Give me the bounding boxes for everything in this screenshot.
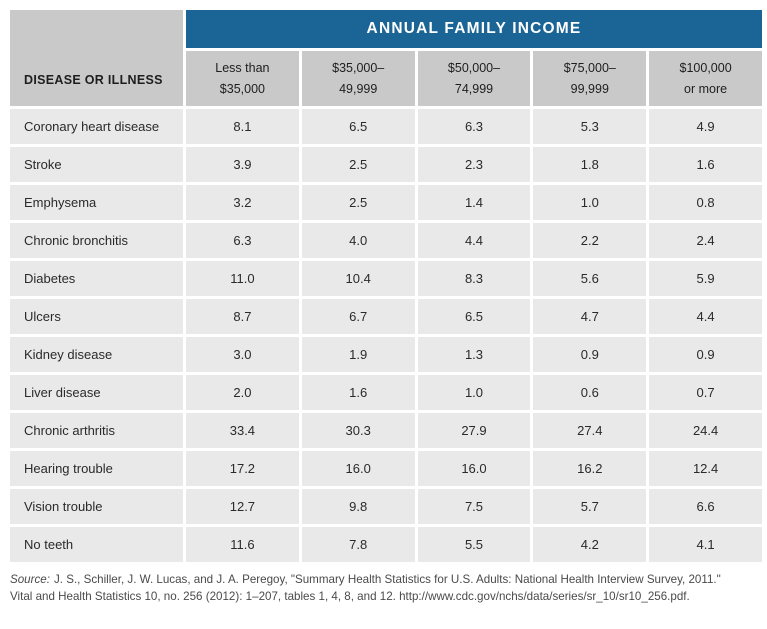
column-header-line: $50,000– xyxy=(447,60,501,75)
table-cell: 24.4 xyxy=(649,413,762,448)
table-cell: 27.4 xyxy=(533,413,647,448)
table-cell: 6.6 xyxy=(649,489,762,524)
table-cell: 0.9 xyxy=(649,337,762,372)
source-text: J. S., Schiller, J. W. Lucas, and J. A. … xyxy=(53,573,721,586)
table-cell: 5.7 xyxy=(533,489,647,524)
table-cell: 2.2 xyxy=(533,223,647,258)
table-cell: 3.0 xyxy=(186,337,299,372)
table-cell: 0.9 xyxy=(533,337,647,372)
row-header-emphysema: Emphysema xyxy=(10,185,183,220)
source-line-2: Vital and Health Statistics 10, no. 256 … xyxy=(10,590,690,604)
table-cell: 1.4 xyxy=(417,185,531,220)
column-header-line: 49,999 xyxy=(339,81,378,96)
source-citation: Source: J. S., Schiller, J. W. Lucas, and… xyxy=(10,571,760,606)
column-header-line: $35,000– xyxy=(332,60,385,75)
table-cell: 3.9 xyxy=(186,147,299,182)
column-header-line: 99,999 xyxy=(570,81,609,96)
table-cell: 4.2 xyxy=(533,527,647,562)
row-header-coronary-heart-disease: Coronary heart disease xyxy=(10,109,183,144)
table-cell: 2.4 xyxy=(649,223,762,258)
column-header-75000-99999: $75,000– 99,999 xyxy=(533,51,647,106)
table-cell: 33.4 xyxy=(186,413,299,448)
table-cell: 16.0 xyxy=(301,451,415,486)
table-cell: 3.2 xyxy=(186,185,299,220)
column-header-line: Less than xyxy=(215,60,270,75)
table-cell: 4.1 xyxy=(649,527,762,562)
table-cell: 0.6 xyxy=(533,375,647,410)
table-cell: 30.3 xyxy=(301,413,415,448)
row-header-liver-disease: Liver disease xyxy=(10,375,183,410)
table-cell: 16.2 xyxy=(533,451,647,486)
table-cell: 5.5 xyxy=(417,527,531,562)
table-cell: 4.9 xyxy=(649,109,762,144)
row-header-diabetes: Diabetes xyxy=(10,261,183,296)
table-cell: 2.3 xyxy=(417,147,531,182)
table-cell: 1.0 xyxy=(417,375,531,410)
table-cell: 12.4 xyxy=(649,451,762,486)
table-cell: 1.8 xyxy=(533,147,647,182)
income-disease-table: DISEASE OR ILLNESS ANNUAL FAMILY INCOME … xyxy=(10,10,762,562)
table-cell: 2.0 xyxy=(186,375,299,410)
row-header-ulcers: Ulcers xyxy=(10,299,183,334)
table-cell: 6.7 xyxy=(301,299,415,334)
table-cell: 5.3 xyxy=(533,109,647,144)
table-cell: 1.3 xyxy=(417,337,531,372)
table-cell: 7.8 xyxy=(301,527,415,562)
source-prefix: Source: xyxy=(10,573,50,586)
table-cell: 8.7 xyxy=(186,299,299,334)
table-cell: 7.5 xyxy=(417,489,531,524)
table-cell: 1.6 xyxy=(649,147,762,182)
table-cell: 4.7 xyxy=(533,299,647,334)
column-header-line: or more xyxy=(684,81,728,96)
table-cell: 5.9 xyxy=(649,261,762,296)
table-cell: 6.3 xyxy=(417,109,531,144)
table-cell: 10.4 xyxy=(301,261,415,296)
table-cell: 4.4 xyxy=(417,223,531,258)
table-cell: 27.9 xyxy=(417,413,531,448)
table-cell: 1.0 xyxy=(533,185,647,220)
table-cell: 16.0 xyxy=(417,451,531,486)
row-header-stroke: Stroke xyxy=(10,147,183,182)
column-header-line: 74,999 xyxy=(454,81,494,96)
table-cell: 5.6 xyxy=(533,261,647,296)
table-title-banner: ANNUAL FAMILY INCOME xyxy=(186,10,762,48)
table-cell: 2.5 xyxy=(301,185,415,220)
table-cell: 4.4 xyxy=(649,299,762,334)
table-cell: 11.0 xyxy=(186,261,299,296)
column-header-line: $75,000– xyxy=(563,60,616,75)
table-cell: 17.2 xyxy=(186,451,299,486)
corner-header-disease-or-illness: DISEASE OR ILLNESS xyxy=(10,10,183,106)
row-header-chronic-arthritis: Chronic arthritis xyxy=(10,413,183,448)
table-cell: 0.7 xyxy=(649,375,762,410)
column-header-100000-or-more: $100,000 or more xyxy=(649,51,762,106)
row-header-hearing-trouble: Hearing trouble xyxy=(10,451,183,486)
table-cell: 1.9 xyxy=(301,337,415,372)
table-cell: 9.8 xyxy=(301,489,415,524)
table-cell: 0.8 xyxy=(649,185,762,220)
table-cell: 11.6 xyxy=(186,527,299,562)
column-header-line: $100,000 xyxy=(679,60,732,75)
source-line-1: Source: J. S., Schiller, J. W. Lucas, and… xyxy=(10,571,760,588)
table-cell: 4.0 xyxy=(301,223,415,258)
table-cell: 6.5 xyxy=(301,109,415,144)
column-header-line: $35,000 xyxy=(219,81,265,96)
column-header-less-than-35000: Less than $35,000 xyxy=(186,51,299,106)
row-header-kidney-disease: Kidney disease xyxy=(10,337,183,372)
row-header-chronic-bronchitis: Chronic bronchitis xyxy=(10,223,183,258)
table-cell: 8.3 xyxy=(417,261,531,296)
table-cell: 1.6 xyxy=(301,375,415,410)
table-cell: 2.5 xyxy=(301,147,415,182)
table-cell: 8.1 xyxy=(186,109,299,144)
row-header-no-teeth: No teeth xyxy=(10,527,183,562)
table-cell: 12.7 xyxy=(186,489,299,524)
row-header-vision-trouble: Vision trouble xyxy=(10,489,183,524)
column-header-50000-74999: $50,000– 74,999 xyxy=(417,51,531,106)
table-cell: 6.3 xyxy=(186,223,299,258)
table-cell: 6.5 xyxy=(417,299,531,334)
column-header-35000-49999: $35,000– 49,999 xyxy=(301,51,415,106)
